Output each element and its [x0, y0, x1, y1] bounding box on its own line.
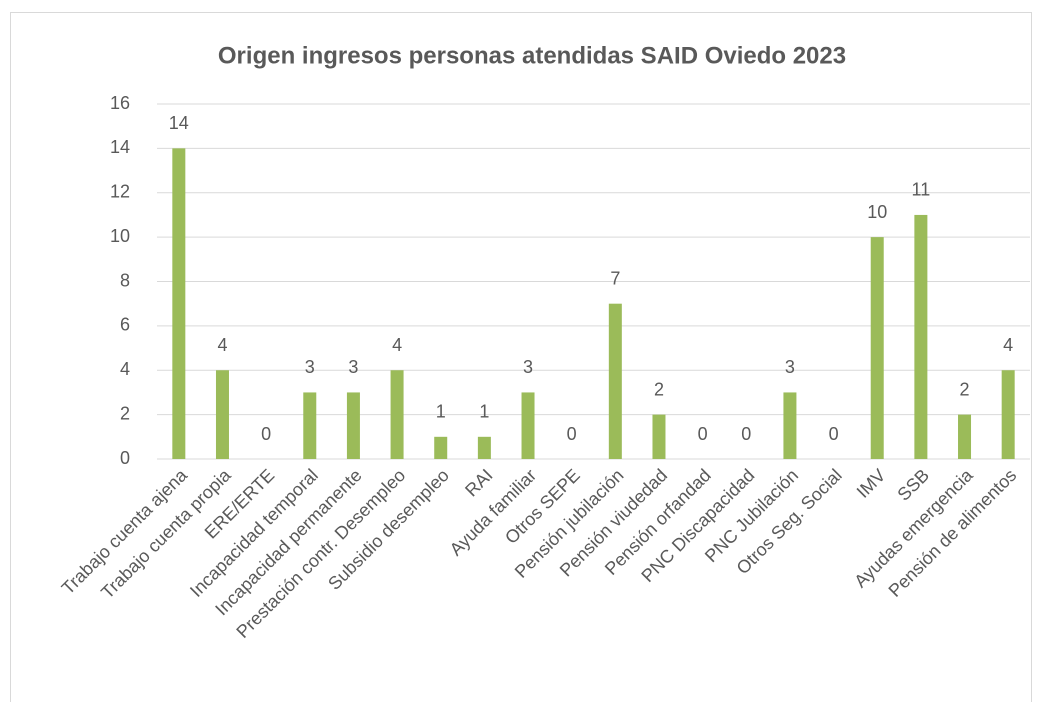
bar: [346, 392, 360, 459]
data-label: 0: [698, 424, 708, 444]
bar: [303, 392, 317, 459]
bar: [870, 237, 884, 459]
data-label: 4: [217, 335, 227, 355]
x-tick-label: SSB: [893, 465, 933, 505]
data-label: 11: [912, 180, 931, 200]
y-tick-label: 0: [120, 448, 130, 468]
y-tick-label: 8: [120, 270, 130, 290]
bar: [783, 392, 797, 459]
data-label: 1: [479, 402, 489, 422]
data-label: 2: [654, 379, 664, 399]
data-label: 0: [741, 424, 751, 444]
bar: [1001, 370, 1015, 459]
bar: [215, 370, 229, 459]
x-tick-label: IMV: [853, 465, 890, 502]
y-tick-label: 14: [110, 137, 130, 157]
chart-title: Origen ingresos personas atendidas SAID …: [218, 42, 846, 69]
bar: [958, 414, 972, 459]
y-tick-label: 6: [120, 315, 130, 335]
bar: [652, 414, 666, 459]
bar: [608, 303, 622, 459]
chart-frame: [10, 12, 1032, 702]
data-label: 7: [610, 268, 620, 288]
bar: [477, 436, 491, 459]
data-label: 4: [392, 335, 402, 355]
bar: [172, 148, 186, 459]
data-label: 4: [1003, 335, 1013, 355]
x-tick-label: RAI: [461, 465, 496, 500]
y-tick-label: 10: [110, 226, 130, 246]
data-label: 3: [785, 357, 795, 377]
y-tick-label: 12: [110, 182, 130, 202]
y-tick-label: 4: [120, 359, 130, 379]
data-label: 0: [261, 424, 271, 444]
data-label: 10: [867, 202, 887, 222]
data-label: 1: [436, 402, 446, 422]
data-label: 2: [960, 379, 970, 399]
data-label: 0: [567, 424, 577, 444]
data-label: 0: [829, 424, 839, 444]
bar: [390, 370, 404, 459]
data-label: 3: [348, 357, 358, 377]
bar: [434, 436, 448, 459]
data-label: 3: [305, 357, 315, 377]
data-label: 3: [523, 357, 533, 377]
y-tick-label: 2: [120, 403, 130, 423]
bar: [914, 214, 928, 459]
y-tick-label: 16: [110, 93, 130, 113]
bar: [521, 392, 535, 459]
data-label: 14: [169, 113, 189, 133]
